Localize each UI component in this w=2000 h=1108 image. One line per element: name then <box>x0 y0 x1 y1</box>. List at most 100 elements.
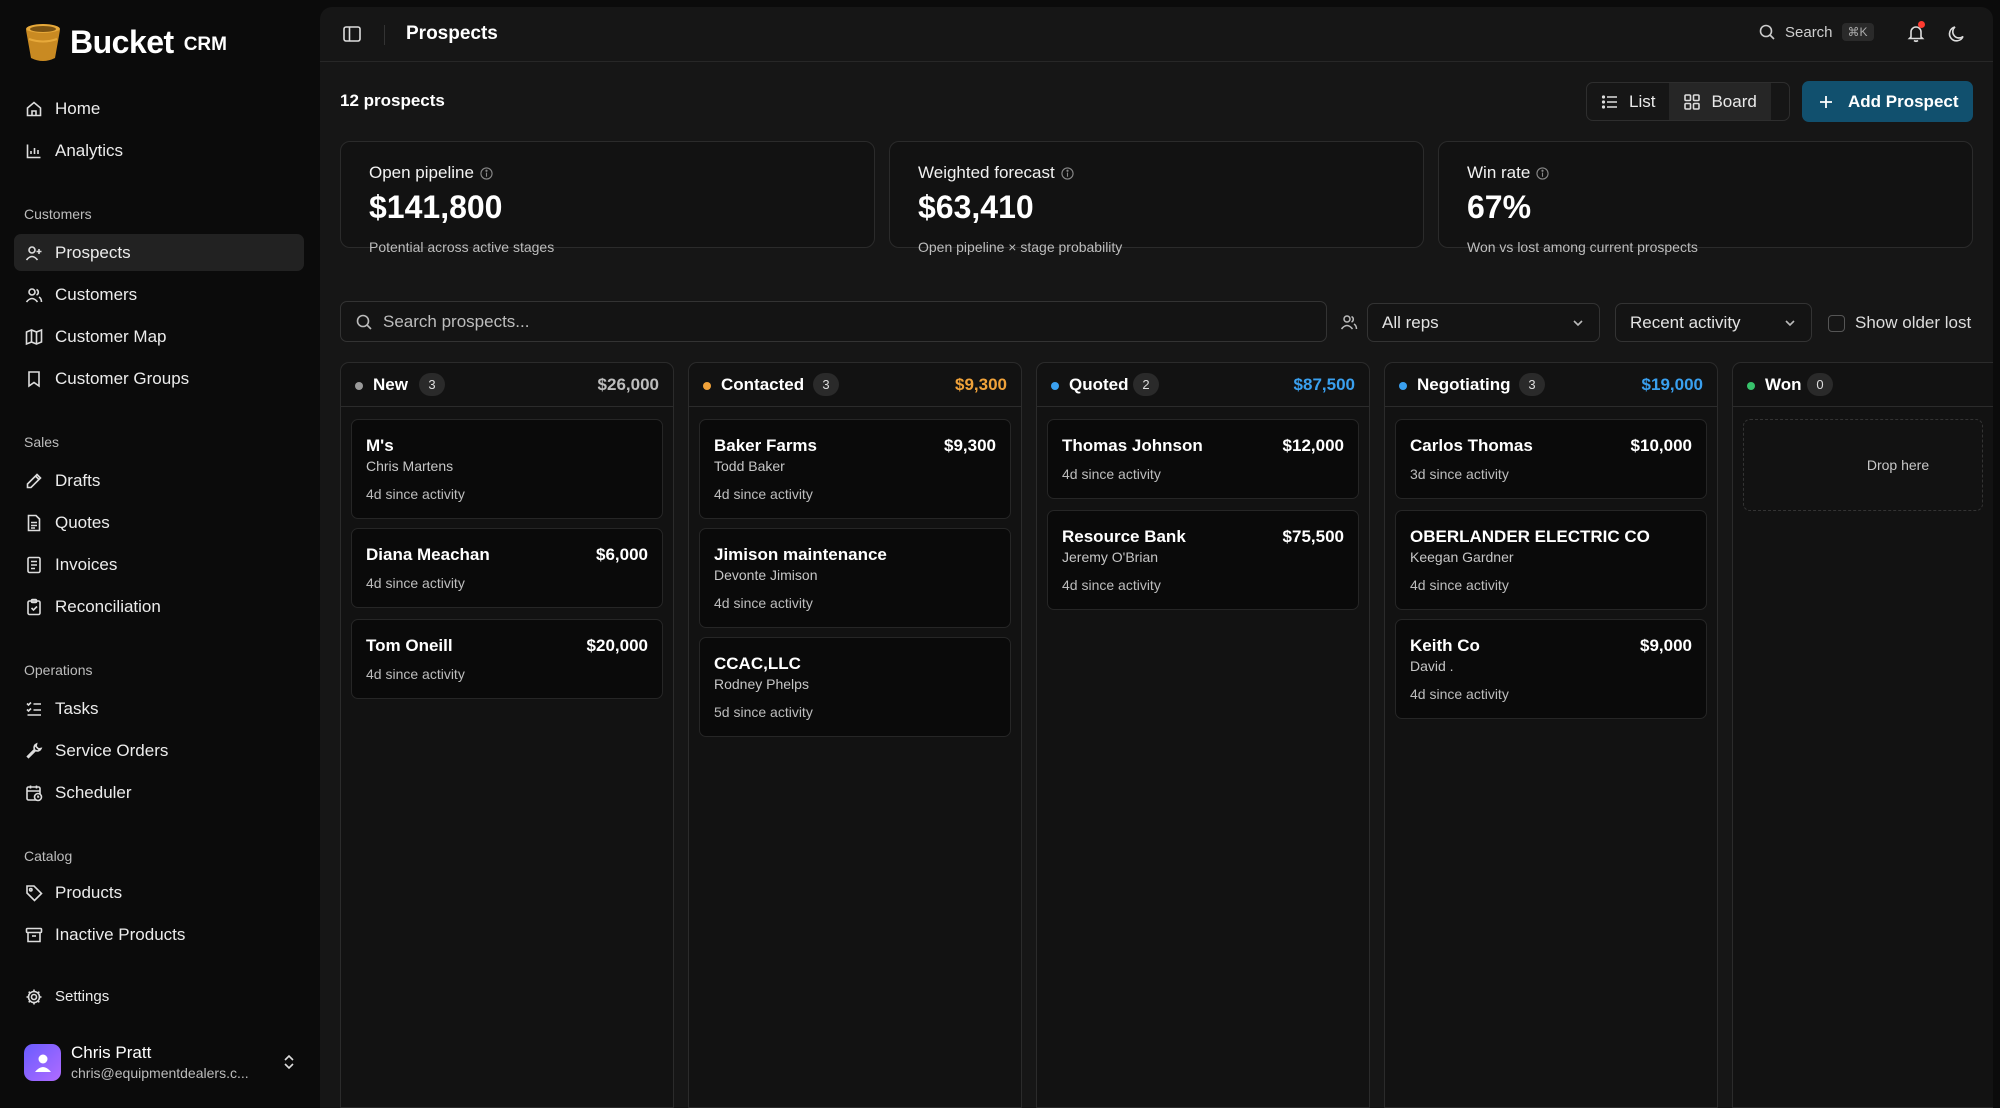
stat-title-row: Open pipeline <box>369 163 493 183</box>
list-view-button[interactable]: List <box>1587 83 1669 120</box>
sidebar-item-invoices[interactable]: Invoices <box>14 546 304 583</box>
column-total: $9,300 <box>955 375 1007 394</box>
card-contact: Todd Baker <box>714 458 785 474</box>
column-total: $87,500 <box>1293 375 1355 394</box>
card-activity: 4d since activity <box>1062 577 1161 593</box>
stat-value: $63,410 <box>918 189 1034 225</box>
status-dot <box>1051 382 1059 390</box>
stat-subtitle: Won vs lost among current prospects <box>1467 239 1698 255</box>
sidebar-toggle-icon[interactable] <box>342 24 362 44</box>
page-title: Prospects <box>406 23 498 44</box>
section-customers: Customers <box>24 206 92 222</box>
prospect-card[interactable]: Carlos Thomas $10,000 3d since activity <box>1395 419 1707 499</box>
prospect-card[interactable]: Diana Meachan $6,000 4d since activity <box>351 528 663 608</box>
global-search-button[interactable]: Search ⌘K <box>1758 23 1874 41</box>
notification-dot <box>1918 21 1925 28</box>
status-dot <box>1747 382 1755 390</box>
notifications-bell-icon[interactable] <box>1906 21 1926 43</box>
reps-select[interactable]: All reps <box>1367 303 1600 342</box>
sidebar-item-customer-map[interactable]: Customer Map <box>14 318 304 355</box>
search-input[interactable] <box>383 311 1303 332</box>
drop-zone[interactable]: Drop here <box>1743 419 1983 511</box>
prospect-card[interactable]: Thomas Johnson $12,000 4d since activity <box>1047 419 1359 499</box>
prospect-card[interactable]: Keith Co $9,000 David . 4d since activit… <box>1395 619 1707 719</box>
user-menu[interactable]: Chris Pratt chris@equipmentdealers.c... <box>24 1043 296 1081</box>
list-icon <box>1601 93 1619 111</box>
add-prospect-button[interactable]: Add Prospect <box>1802 81 1973 122</box>
column-header: Negotiating 3 $19,000 <box>1385 363 1717 407</box>
card-contact: Chris Martens <box>366 458 454 474</box>
archive-icon <box>25 926 43 944</box>
board-view-button[interactable]: Board <box>1669 83 1771 120</box>
card-contact: Rodney Phelps <box>714 676 809 692</box>
board-view-label: Board <box>1711 91 1757 111</box>
prospect-card[interactable]: Tom Oneill $20,000 4d since activity <box>351 619 663 699</box>
brand-name: Bucket <box>70 23 174 60</box>
card-contact: David . <box>1410 658 1454 674</box>
user-name: Chris Pratt <box>71 1043 152 1062</box>
sidebar-item-quotes[interactable]: Quotes <box>14 504 304 541</box>
sidebar-item-products[interactable]: Products <box>14 874 304 911</box>
sidebar-item-label: Customers <box>55 284 138 304</box>
users-icon <box>1340 313 1358 331</box>
drop-zone-label: Drop here <box>1866 457 1930 473</box>
sort-select[interactable]: Recent activity <box>1615 303 1812 342</box>
sidebar-item-drafts[interactable]: Drafts <box>14 462 304 499</box>
sidebar-item-home[interactable]: Home <box>14 90 304 127</box>
stat-card-win-rate: Win rate 67% Won vs lost among current p… <box>1438 141 1973 255</box>
receipt-icon <box>25 556 43 574</box>
prospect-count: 12 prospects <box>340 91 445 110</box>
plus-icon <box>1818 94 1834 110</box>
sidebar-item-prospects[interactable]: Prospects <box>14 234 304 271</box>
column-title: Won <box>1765 375 1802 394</box>
checkbox-label: Show older lost <box>1855 313 1972 332</box>
sidebar-item-customers[interactable]: Customers <box>14 276 304 313</box>
prospect-card[interactable]: Resource Bank $75,500 Jeremy O'Brian 4d … <box>1047 510 1359 610</box>
sidebar-item-label: Drafts <box>55 470 101 490</box>
map-icon <box>25 328 43 346</box>
section-catalog: Catalog <box>24 848 73 864</box>
sidebar-item-label: Scheduler <box>55 782 132 802</box>
file-text-icon <box>25 514 43 532</box>
prospect-card[interactable]: Baker Farms $9,300 Todd Baker 4d since a… <box>699 419 1011 519</box>
stat-subtitle: Open pipeline × stage probability <box>918 239 1123 255</box>
chevrons-up-down-icon[interactable] <box>282 1053 296 1071</box>
sidebar-item-scheduler[interactable]: Scheduler <box>14 774 304 811</box>
prospect-card[interactable]: M's Chris Martens 4d since activity <box>351 419 663 519</box>
sidebar-item-analytics[interactable]: Analytics <box>14 132 304 169</box>
card-amount: $10,000 <box>1630 436 1692 455</box>
card-amount: $75,500 <box>1282 527 1344 546</box>
card-activity: 4d since activity <box>1410 577 1509 593</box>
brand-suffix: CRM <box>183 34 227 55</box>
sidebar-item-tasks[interactable]: Tasks <box>14 690 304 727</box>
sidebar-item-inactive-products[interactable]: Inactive Products <box>14 916 304 953</box>
info-icon[interactable] <box>1061 166 1074 180</box>
list-checks-icon <box>25 700 43 718</box>
column-count-badge: 3 <box>1519 373 1545 396</box>
topbar: Prospects Search ⌘K <box>320 7 1993 62</box>
card-title: CCAC,LLC <box>714 654 801 673</box>
theme-toggle-moon-icon[interactable] <box>1947 24 1967 44</box>
info-icon[interactable] <box>1536 166 1549 180</box>
column-title: Negotiating <box>1417 375 1511 394</box>
sidebar-item-customer-groups[interactable]: Customer Groups <box>14 360 304 397</box>
column-count-badge: 3 <box>419 373 445 396</box>
brand[interactable]: Bucket CRM <box>24 22 227 62</box>
stat-value: 67% <box>1467 189 1532 225</box>
card-activity: 5d since activity <box>714 704 813 720</box>
status-dot <box>703 382 711 390</box>
sidebar-item-settings[interactable]: Settings <box>14 978 304 1015</box>
checkbox[interactable] <box>1828 314 1845 332</box>
sidebar-item-label: Inactive Products <box>55 924 186 944</box>
section-operations: Operations <box>24 662 93 678</box>
prospect-card[interactable]: CCAC,LLC Rodney Phelps 5d since activity <box>699 637 1011 737</box>
show-older-lost-checkbox[interactable]: Show older lost <box>1828 313 1971 333</box>
column-header: New 3 $26,000 <box>341 363 673 407</box>
prospect-card[interactable]: OBERLANDER ELECTRIC CO Keegan Gardner 4d… <box>1395 510 1707 610</box>
info-icon[interactable] <box>480 166 493 180</box>
sidebar-item-label: Reconciliation <box>55 596 161 616</box>
tag-icon <box>25 884 43 902</box>
sidebar-item-reconciliation[interactable]: Reconciliation <box>14 588 304 625</box>
prospect-card[interactable]: Jimison maintenance Devonte Jimison 4d s… <box>699 528 1011 628</box>
sidebar-item-service-orders[interactable]: Service Orders <box>14 732 304 769</box>
